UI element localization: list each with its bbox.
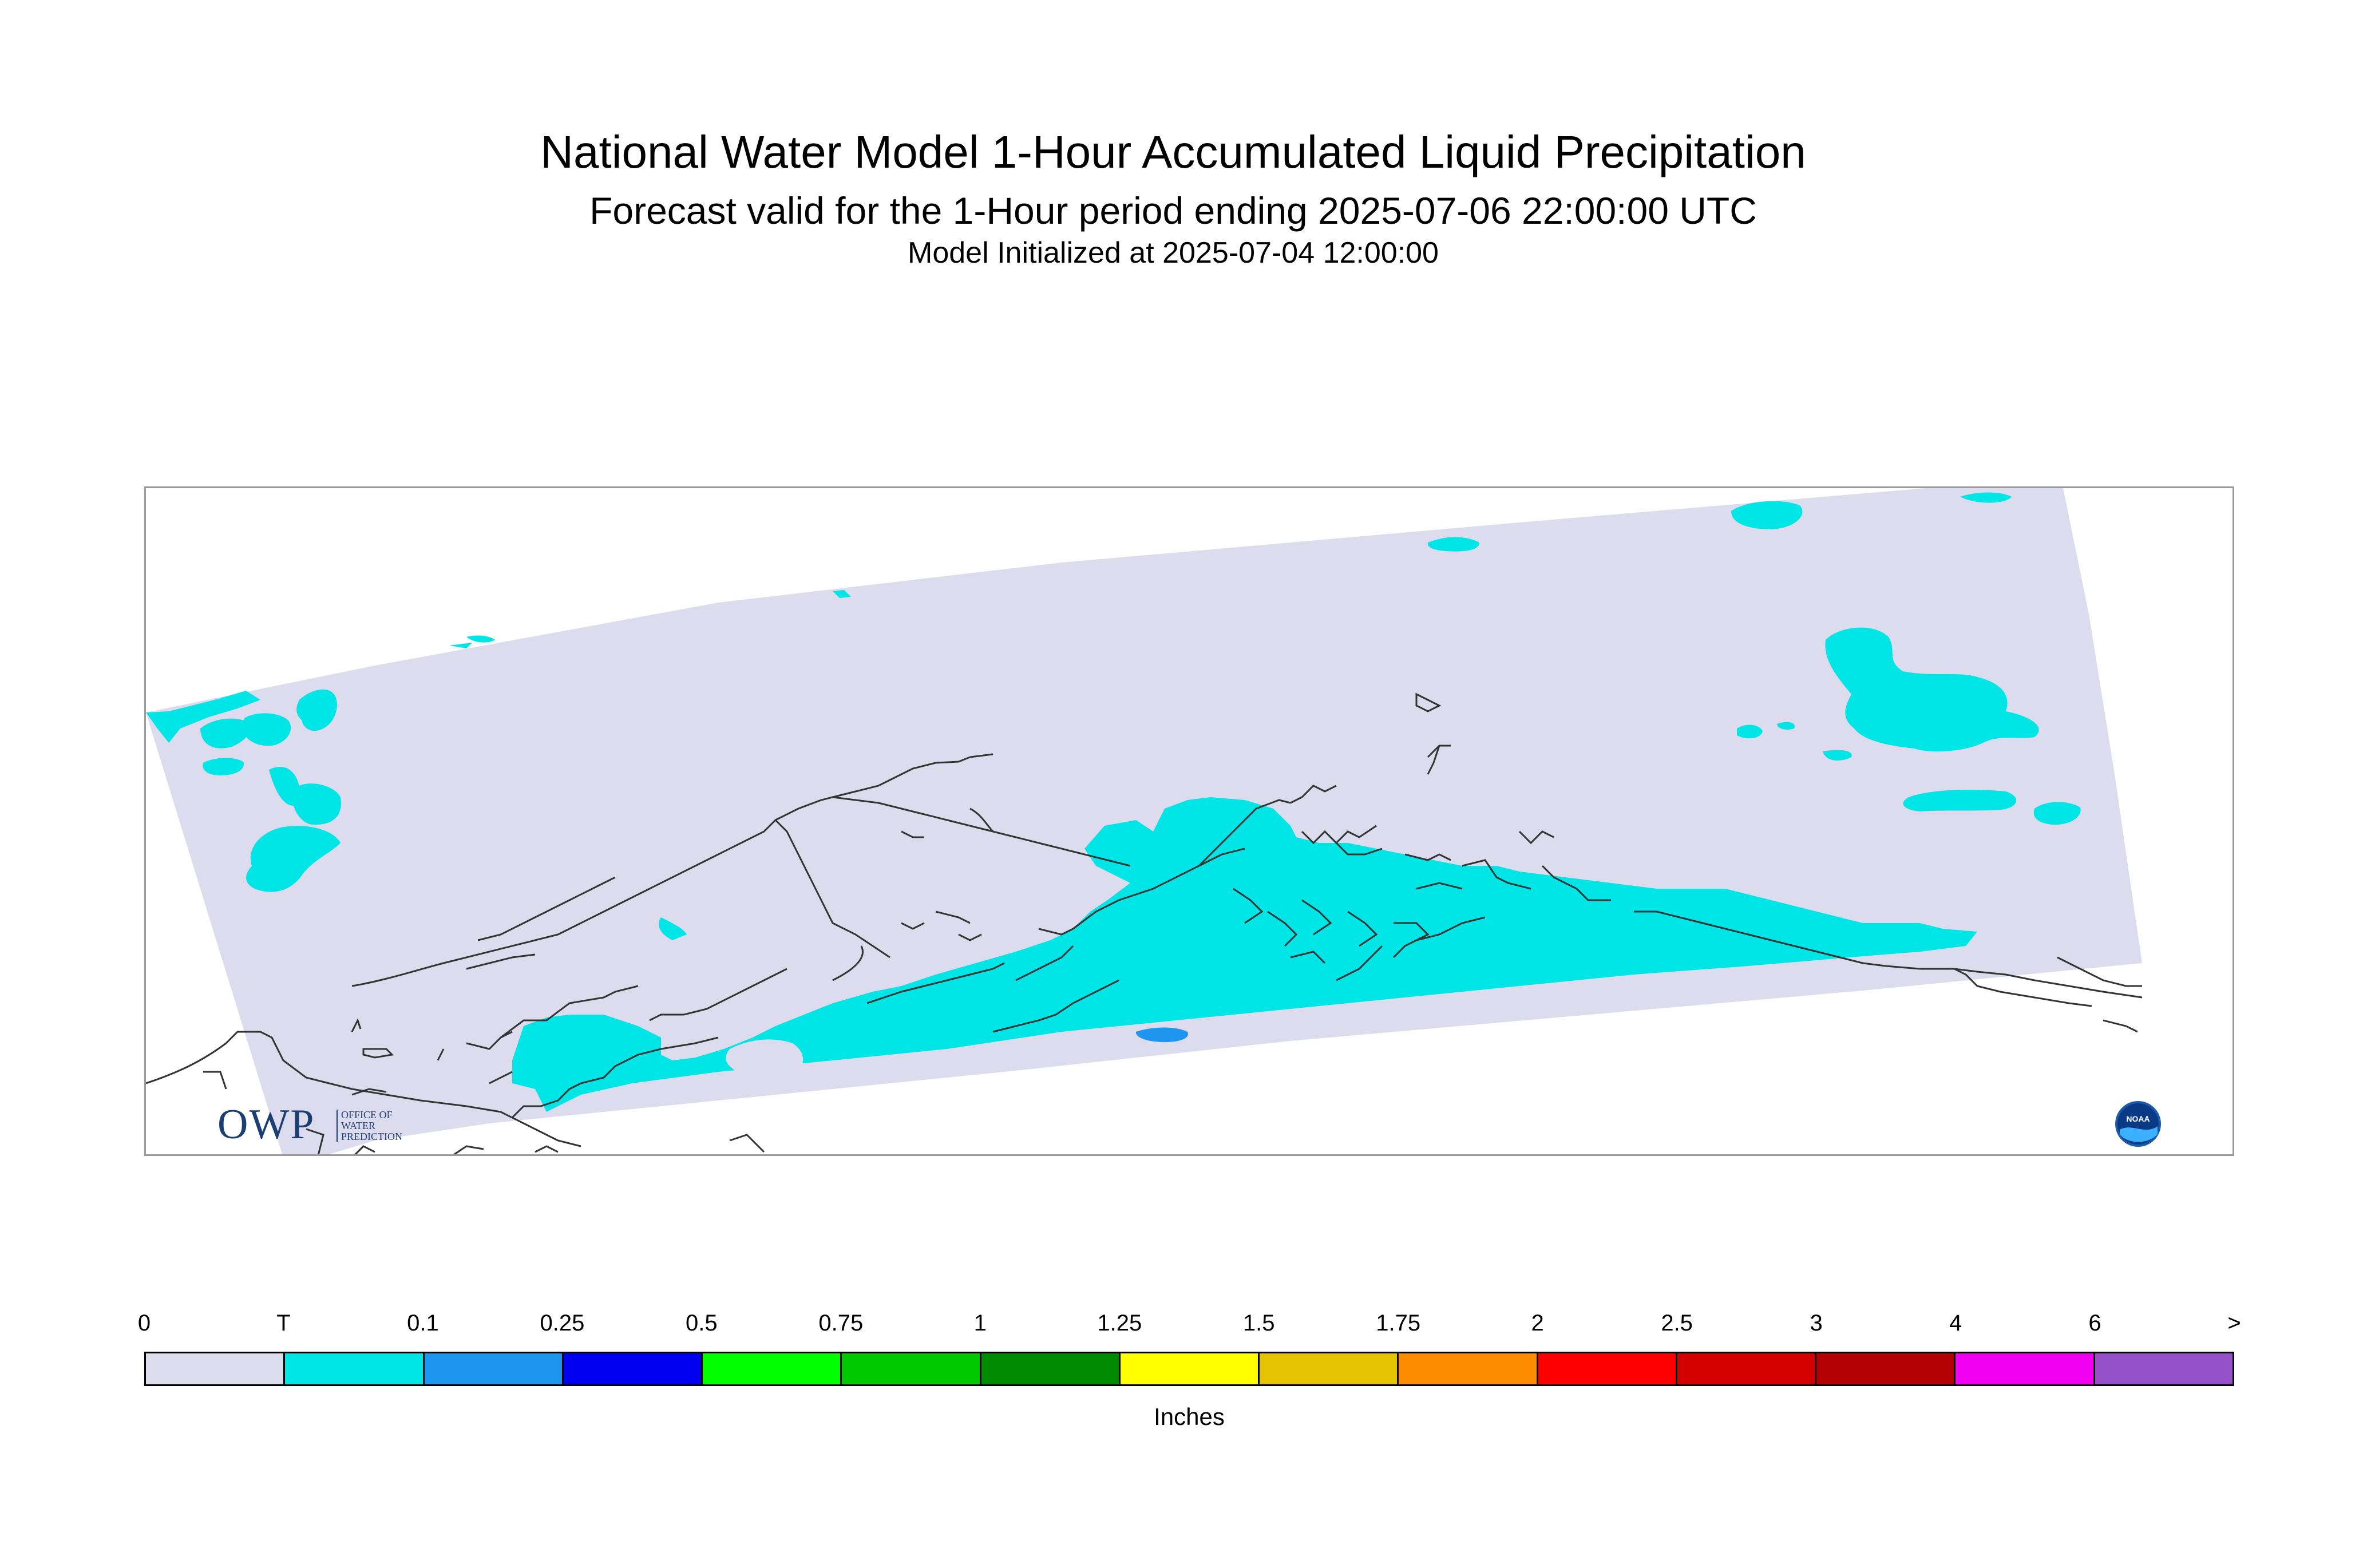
trace-cell bbox=[1903, 790, 2017, 811]
legend-tick-label: 6 bbox=[2088, 1310, 2101, 1336]
legend-swatch bbox=[1956, 1353, 2095, 1384]
legend-tick-label: 2.5 bbox=[1661, 1310, 1693, 1336]
legend-tick-label: 0.25 bbox=[540, 1310, 585, 1336]
noaa-emblem-icon: NOAA bbox=[2115, 1101, 2161, 1147]
legend-swatch bbox=[1120, 1353, 1260, 1384]
legend-swatch bbox=[1677, 1353, 1817, 1384]
legend-swatch bbox=[563, 1353, 703, 1384]
legend-swatch bbox=[1260, 1353, 1399, 1384]
legend-tick-label: 1.75 bbox=[1376, 1310, 1421, 1336]
trace-cell bbox=[1823, 750, 1852, 761]
trace-cell bbox=[146, 691, 260, 743]
noaa-logo: NOAA bbox=[2114, 1100, 2162, 1148]
legend-tick-label: T bbox=[276, 1310, 291, 1336]
legend-swatch bbox=[703, 1353, 842, 1384]
precip-map bbox=[146, 488, 2143, 1154]
owp-logo-subtitle: OFFICE OF WATER PREDICTION bbox=[337, 1110, 402, 1142]
model-domain bbox=[146, 488, 2142, 1154]
trace-cell bbox=[1825, 627, 2039, 752]
forecast-valid-subtitle: Forecast valid for the 1-Hour period end… bbox=[589, 189, 1757, 232]
trace-cell bbox=[726, 1039, 803, 1080]
legend-tick-label: 0.5 bbox=[686, 1310, 718, 1336]
legend-tick-label: > bbox=[2227, 1310, 2241, 1336]
legend-swatch bbox=[2095, 1353, 2232, 1384]
legend-tick-label: 1.5 bbox=[1242, 1310, 1275, 1336]
legend-tick-label: 1.25 bbox=[1097, 1310, 1142, 1336]
legend-swatches bbox=[144, 1352, 2234, 1386]
trace-cell bbox=[200, 718, 251, 749]
trace-cell bbox=[244, 713, 291, 746]
trace-cell bbox=[659, 917, 687, 940]
trace-cell bbox=[269, 767, 341, 825]
legend-tick-label: 0.1 bbox=[407, 1310, 439, 1336]
trace-cell bbox=[449, 643, 472, 648]
title-block: National Water Model 1-Hour Accumulated … bbox=[0, 0, 2375, 298]
noaa-logo-text: NOAA bbox=[2126, 1114, 2150, 1123]
legend-tick-label: 1 bbox=[973, 1310, 987, 1336]
legend-swatch bbox=[842, 1353, 981, 1384]
owp-subtitle-line: PREDICTION bbox=[341, 1131, 402, 1142]
legend-swatch bbox=[1538, 1353, 1677, 1384]
trace-cell bbox=[1960, 492, 2012, 503]
legend-unit-label: Inches bbox=[1154, 1403, 1225, 1430]
light-rain-cell bbox=[1135, 1027, 1188, 1042]
model-init-subtitle: Model Initialized at 2025-07-04 12:00:00 bbox=[908, 236, 1439, 270]
legend-tick-label: 0.75 bbox=[818, 1310, 864, 1336]
color-legend: 0 T 0.1 0.25 0.5 0.75 1 1.25 1.5 1.75 2 2.5 3 4 6 > Inc… bbox=[138, 1310, 2241, 1448]
trace-cell bbox=[466, 635, 495, 643]
trace-cell bbox=[2033, 802, 2081, 825]
trace-cell bbox=[296, 689, 337, 731]
legend-tick-label: 3 bbox=[1810, 1310, 1823, 1336]
chart-title: National Water Model 1-Hour Accumulated … bbox=[540, 126, 1806, 177]
trace-precip-areas bbox=[146, 492, 2081, 1112]
legend-swatch bbox=[285, 1353, 425, 1384]
owp-logo-text: OWP bbox=[217, 1101, 315, 1148]
legend-swatch bbox=[424, 1353, 564, 1384]
owp-logo: OWP OFFICE OF WATER PREDICTION bbox=[217, 1102, 435, 1147]
trace-cell bbox=[512, 797, 1977, 1112]
legend-tick-label: 0 bbox=[137, 1310, 151, 1336]
legend-swatch bbox=[981, 1353, 1121, 1384]
map-frame bbox=[144, 486, 2234, 1156]
trace-cell bbox=[1427, 537, 1479, 552]
legend-tick-label: 4 bbox=[1949, 1310, 1962, 1336]
trace-cell bbox=[1777, 722, 1795, 730]
owp-subtitle-line: WATER bbox=[341, 1120, 375, 1131]
trace-cell bbox=[203, 758, 244, 775]
legend-swatch bbox=[146, 1353, 286, 1384]
legend-swatch bbox=[1816, 1353, 1956, 1384]
trace-cell bbox=[1731, 501, 1803, 529]
coastline bbox=[146, 692, 2143, 1154]
trace-cell bbox=[246, 826, 341, 892]
trace-cell bbox=[833, 590, 851, 598]
legend-swatch bbox=[1399, 1353, 1538, 1384]
trace-cell bbox=[1737, 724, 1763, 739]
owp-subtitle-line: OFFICE OF bbox=[341, 1109, 393, 1120]
legend-tick-label: 2 bbox=[1531, 1310, 1544, 1336]
